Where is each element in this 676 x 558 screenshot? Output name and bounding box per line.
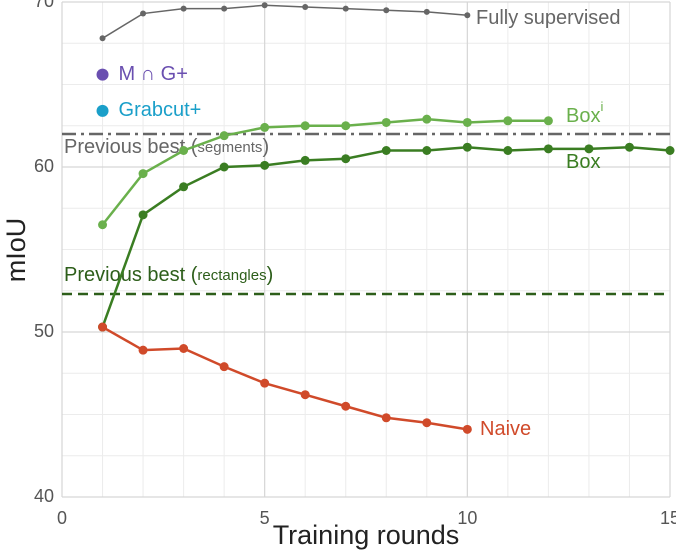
data-point	[341, 401, 351, 411]
data-point	[300, 155, 310, 165]
y-tick-label: 50	[34, 321, 54, 341]
data-point	[260, 122, 270, 132]
data-point	[422, 114, 432, 124]
data-point	[219, 131, 229, 141]
data-point	[665, 146, 675, 155]
data-point	[584, 144, 594, 154]
data-point	[342, 5, 349, 12]
data-point	[300, 121, 310, 131]
series-label: Boxi	[566, 99, 603, 127]
x-tick-label: 5	[260, 508, 270, 528]
data-point	[179, 146, 189, 155]
data-point	[462, 424, 472, 434]
point-label: M ∩ G+	[119, 63, 188, 85]
data-point	[503, 146, 513, 155]
y-axis-label: mIoU	[1, 218, 31, 283]
y-tick-label: 70	[34, 0, 54, 11]
data-point	[179, 182, 189, 192]
data-point	[341, 154, 351, 164]
data-point	[140, 10, 147, 17]
data-point	[422, 418, 432, 428]
series-name: Box	[566, 151, 600, 173]
data-point	[462, 142, 472, 152]
data-point	[98, 220, 108, 230]
data-point	[464, 12, 471, 19]
data-point	[98, 322, 108, 332]
data-point	[96, 104, 109, 117]
data-point	[381, 146, 391, 155]
series-label: Box	[566, 151, 600, 173]
data-point	[96, 68, 109, 81]
reference-label-text: Previous best (	[64, 136, 198, 158]
data-point	[381, 117, 391, 127]
data-point	[624, 142, 634, 152]
data-point	[138, 169, 148, 179]
reference-label-end: )	[262, 136, 269, 158]
data-point	[260, 378, 270, 388]
series-line	[102, 4, 468, 39]
data-point	[422, 146, 432, 155]
reference-label: Previous best (segments)	[64, 136, 269, 158]
y-tick-label: 40	[34, 486, 54, 506]
data-point	[543, 116, 553, 126]
series-name: Fully supervised	[476, 7, 621, 29]
data-point	[462, 117, 472, 127]
data-point	[302, 3, 309, 10]
data-point	[423, 8, 430, 15]
data-point	[260, 160, 270, 170]
reference-label-small: rectangles	[197, 267, 266, 284]
reference-label-text: Previous best (	[64, 264, 198, 286]
series-name: Naive	[480, 418, 531, 440]
reference-label: Previous best (rectangles)	[64, 264, 273, 286]
x-tick-label: 15	[660, 508, 676, 528]
x-tick-label: 10	[457, 508, 477, 528]
data-point	[179, 344, 189, 353]
data-point	[138, 210, 148, 220]
series-line	[101, 325, 468, 431]
data-point	[300, 390, 310, 400]
reference-label-small: segments	[197, 139, 262, 156]
data-point	[503, 116, 513, 126]
data-point	[219, 162, 229, 172]
series-line	[101, 117, 549, 226]
point-label: Grabcut+	[119, 99, 202, 121]
data-point	[221, 5, 228, 12]
reference-label-end: )	[267, 264, 274, 286]
data-point	[219, 362, 229, 372]
data-point	[180, 5, 187, 12]
y-tick-label: 60	[34, 156, 54, 176]
data-point	[381, 413, 391, 423]
data-point	[543, 144, 553, 154]
series-label: Fully supervised	[476, 7, 621, 29]
x-axis-label: Training rounds	[273, 520, 460, 550]
data-point	[99, 35, 106, 42]
data-point	[341, 121, 351, 131]
series-name: Box	[566, 105, 600, 127]
data-point	[383, 7, 390, 14]
series-name-sup: i	[600, 99, 603, 114]
data-point	[138, 345, 148, 355]
x-tick-label: 0	[57, 508, 67, 528]
data-point	[261, 2, 268, 9]
series-label: Naive	[480, 418, 531, 440]
